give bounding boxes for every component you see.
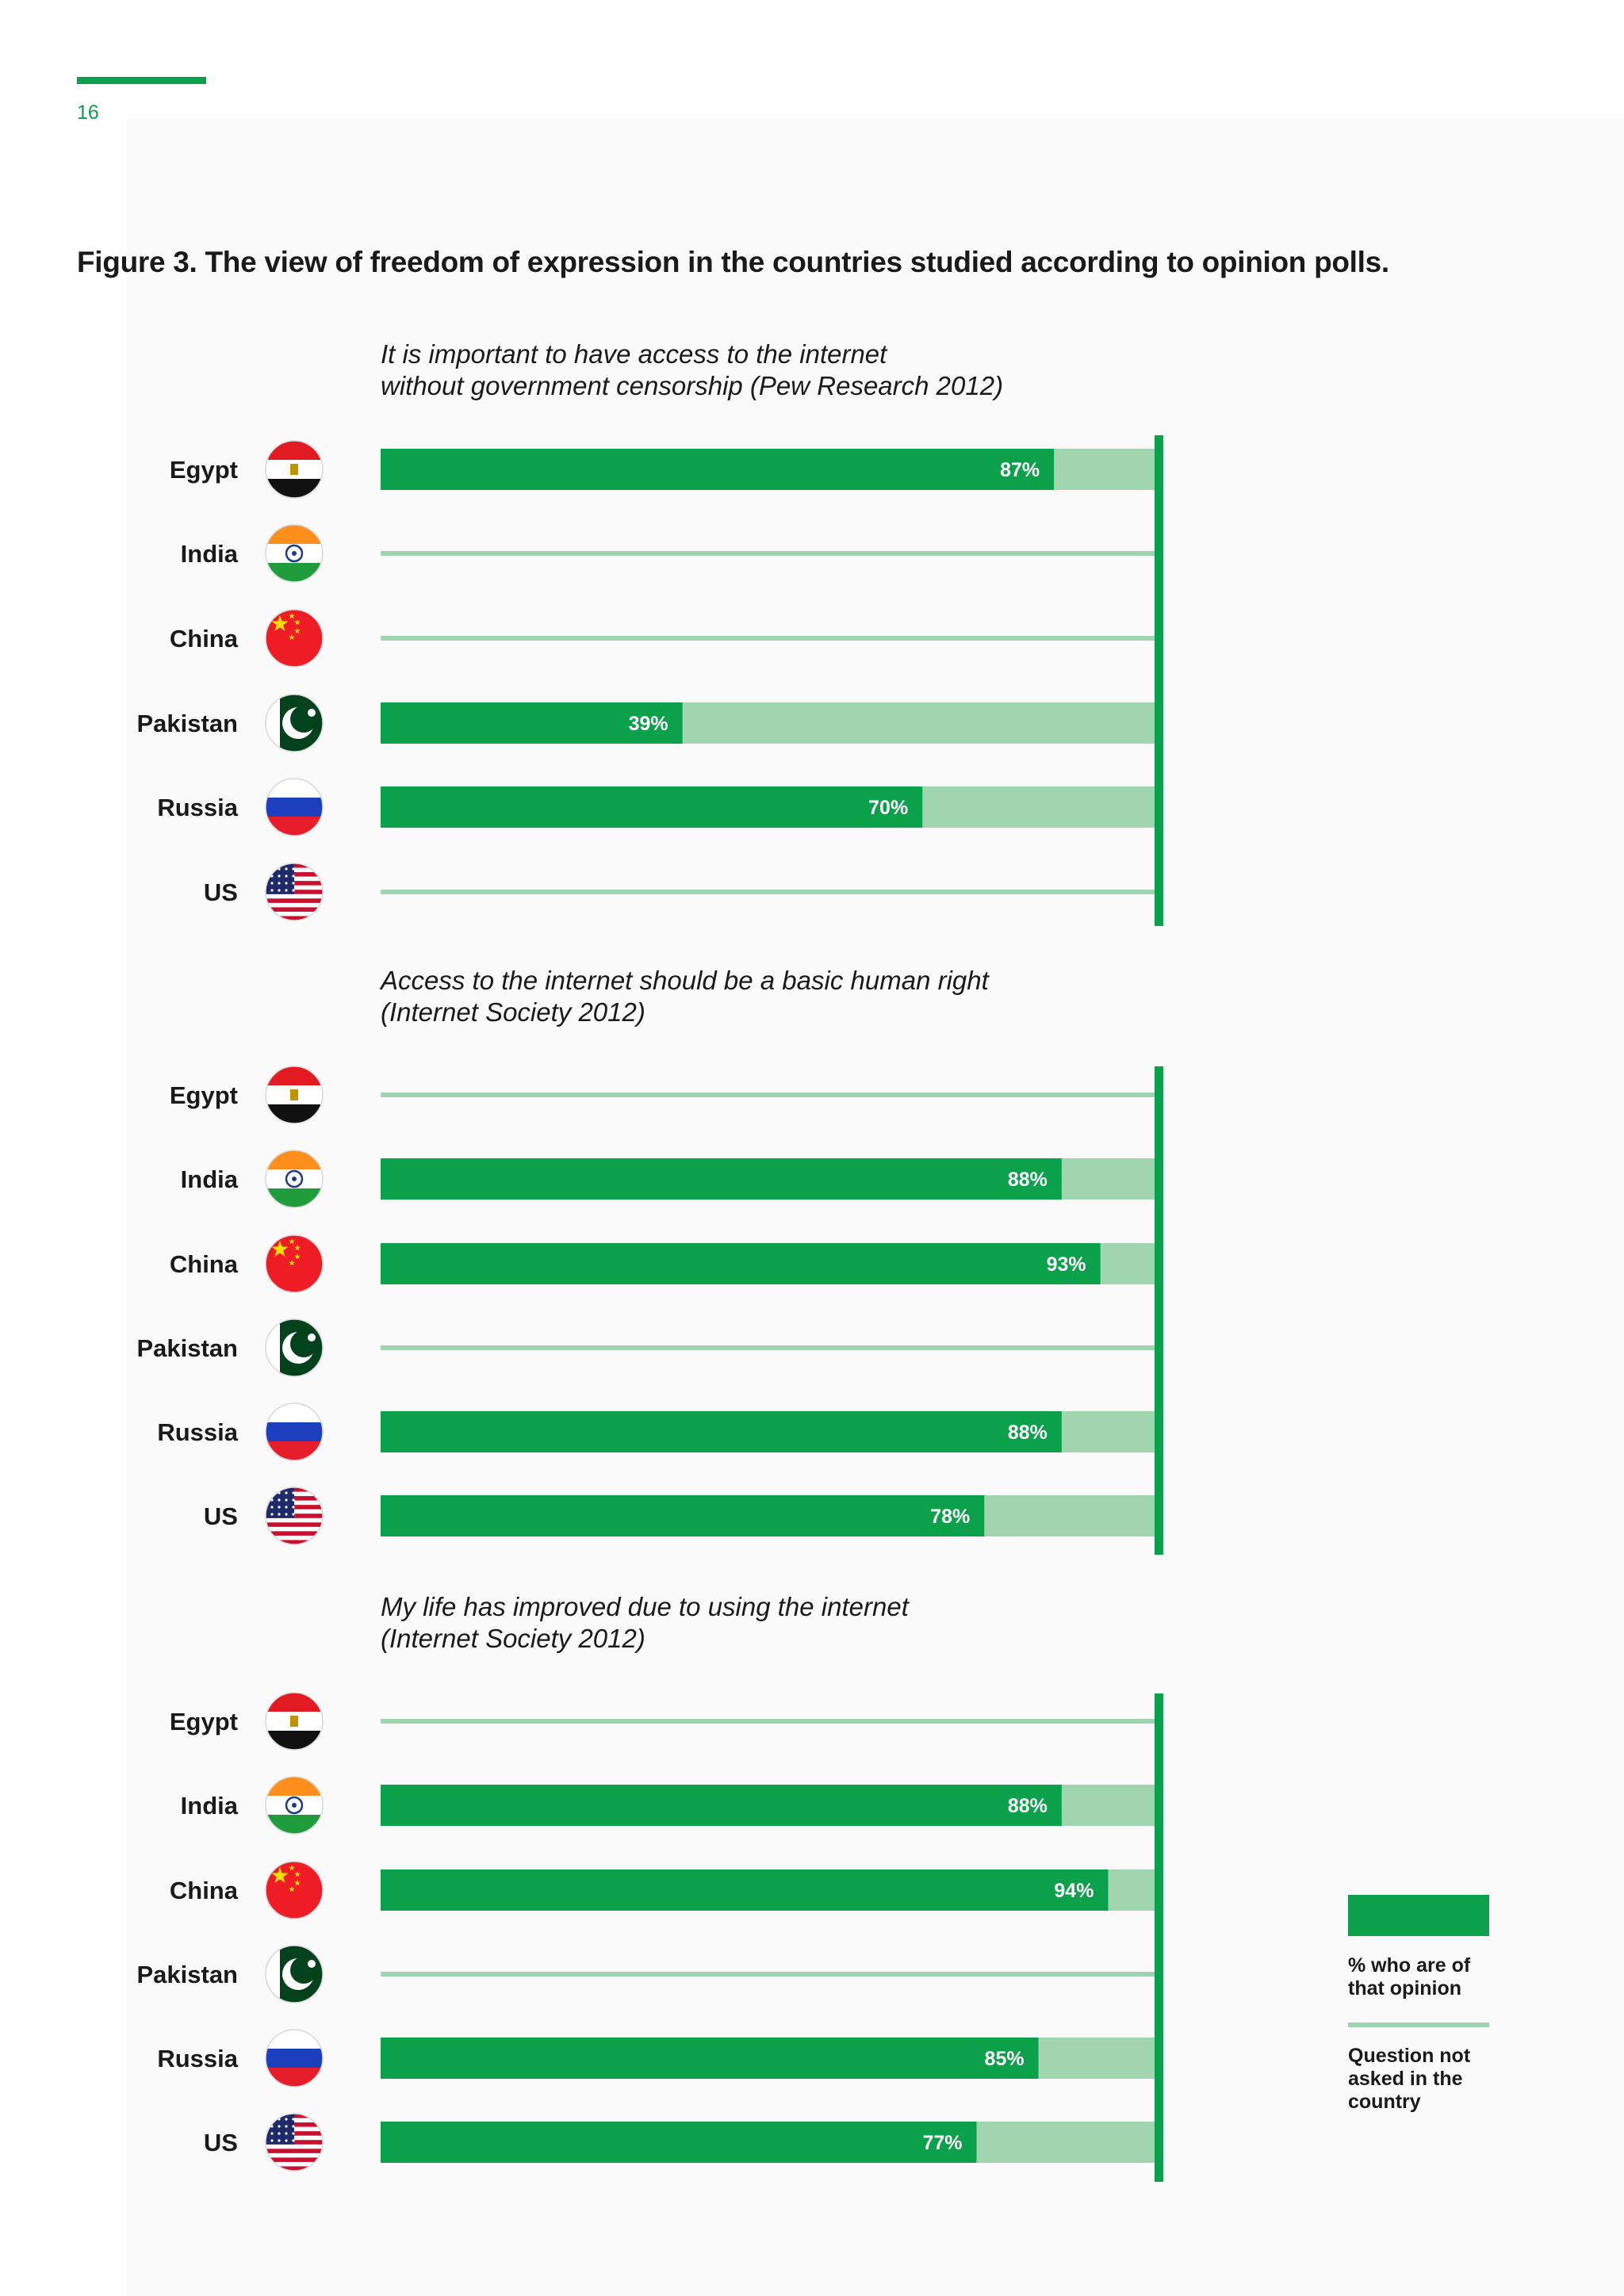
not-asked-line (381, 551, 1155, 556)
us-flag (265, 1487, 324, 1545)
country-label: Russia (157, 2045, 238, 2072)
chart-panel-1: It is important to have access to the in… (136, 339, 1163, 926)
bar-value-label: 85% (985, 2048, 1025, 2070)
country-label: Russia (157, 1418, 238, 1446)
legend-opinion-swatch (1348, 1895, 1489, 1936)
page-number: 16 (77, 101, 99, 124)
not-asked-line (381, 636, 1155, 641)
axis-100-line (1155, 435, 1163, 926)
not-asked-line (381, 890, 1155, 894)
bar (381, 2038, 1039, 2079)
country-label: India (181, 1792, 239, 1820)
russia-flag (265, 2029, 324, 2087)
india-flag (265, 524, 324, 583)
country-label: India (181, 1165, 239, 1193)
legend-not-asked-label: Question not asked in the country (1348, 2045, 1507, 2114)
header-accent-rule (77, 77, 206, 84)
bar (381, 1495, 985, 1536)
axis-100-line (1155, 1066, 1163, 1555)
bar (381, 1158, 1062, 1200)
egypt-flag (265, 1692, 324, 1751)
bar-value-label: 70% (868, 797, 908, 819)
legend-opinion-line-2: that opinion (1348, 1977, 1462, 1999)
bar-value-label: 77% (922, 2132, 962, 2154)
country-label: Pakistan (136, 1961, 238, 1988)
chart-subtitle-line: Access to the internet should be a basic… (379, 966, 990, 995)
bar (381, 1411, 1062, 1452)
legend-not-asked-line (1348, 2022, 1489, 2027)
bar-value-label: 88% (1008, 1422, 1048, 1444)
country-label: China (170, 1877, 239, 1904)
legend-not-asked-line-3: country (1348, 2091, 1421, 2113)
country-label: Russia (157, 794, 238, 821)
bar-value-label: 93% (1047, 1253, 1086, 1276)
country-label: US (204, 2129, 238, 2156)
chart-subtitle-line: without government censorship (Pew Resea… (381, 371, 1003, 400)
country-label: China (170, 625, 239, 652)
bar-value-label: 78% (930, 1506, 970, 1528)
country-label: US (204, 878, 238, 906)
pakistan-flag (265, 1945, 324, 2003)
not-asked-line (381, 1093, 1155, 1097)
pakistan-flag (265, 694, 324, 752)
not-asked-line (381, 1972, 1155, 1976)
china-flag (265, 609, 324, 668)
bar (381, 1785, 1062, 1826)
country-label: Egypt (170, 1708, 238, 1735)
legend-opinion-label: % who are of that opinion (1348, 1954, 1507, 2000)
country-label: Pakistan (136, 1334, 238, 1362)
china-flag (265, 1234, 324, 1293)
chart-subtitle-line: (Internet Society 2012) (381, 1624, 645, 1653)
bar (381, 2122, 977, 2163)
legend-not-asked-line-1: Question not (1348, 2045, 1471, 2067)
bar-value-label: 94% (1054, 1880, 1094, 1902)
egypt-flag (265, 440, 324, 499)
country-label: Egypt (170, 1081, 238, 1109)
not-asked-line (381, 1719, 1155, 1724)
country-label: India (181, 540, 239, 568)
legend-not-asked-line-2: asked in the (1348, 2068, 1463, 2090)
axis-100-line (1155, 1693, 1163, 2182)
bar-value-label: 87% (1000, 459, 1040, 481)
bar-value-label: 39% (629, 713, 668, 735)
bar (381, 786, 923, 828)
bar (381, 1869, 1109, 1911)
country-label: Pakistan (136, 710, 238, 737)
chart-subtitle-line: My life has improved due to using the in… (381, 1592, 910, 1621)
chart-panel-3: My life has improved due to using the in… (136, 1592, 1163, 2182)
india-flag (265, 1776, 324, 1835)
figure-title: Figure 3. The view of freedom of express… (77, 246, 1389, 278)
russia-flag (265, 778, 324, 836)
egypt-flag (265, 1066, 324, 1124)
russia-flag (265, 1402, 324, 1461)
legend-opinion-line-1: % who are of (1348, 1954, 1471, 1976)
us-flag (265, 863, 324, 921)
china-flag (265, 1861, 324, 1919)
india-flag (265, 1150, 324, 1208)
chart-panel-2: Access to the internet should be a basic… (136, 966, 1163, 1555)
bar-value-label: 88% (1008, 1795, 1048, 1817)
us-flag (265, 2113, 324, 2172)
pakistan-flag (265, 1318, 324, 1377)
not-asked-line (381, 1345, 1155, 1350)
bar (381, 449, 1055, 490)
bar (381, 702, 683, 744)
bar (381, 1243, 1101, 1284)
chart-subtitle-line: It is important to have access to the in… (381, 339, 888, 369)
chart-subtitle-line: (Internet Society 2012) (381, 997, 645, 1027)
country-label: US (204, 1502, 238, 1530)
country-label: Egypt (170, 456, 238, 484)
bar-value-label: 88% (1008, 1169, 1048, 1191)
country-label: China (170, 1250, 239, 1278)
